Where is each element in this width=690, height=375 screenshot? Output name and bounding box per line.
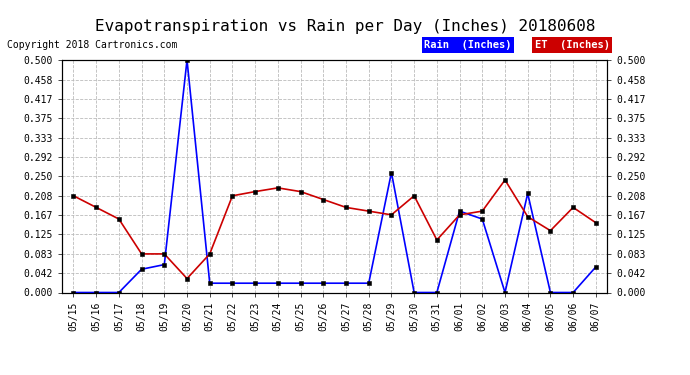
- Text: ET  (Inches): ET (Inches): [535, 40, 610, 50]
- Text: Evapotranspiration vs Rain per Day (Inches) 20180608: Evapotranspiration vs Rain per Day (Inch…: [95, 19, 595, 34]
- Text: Rain  (Inches): Rain (Inches): [424, 40, 512, 50]
- Text: Copyright 2018 Cartronics.com: Copyright 2018 Cartronics.com: [7, 40, 177, 50]
